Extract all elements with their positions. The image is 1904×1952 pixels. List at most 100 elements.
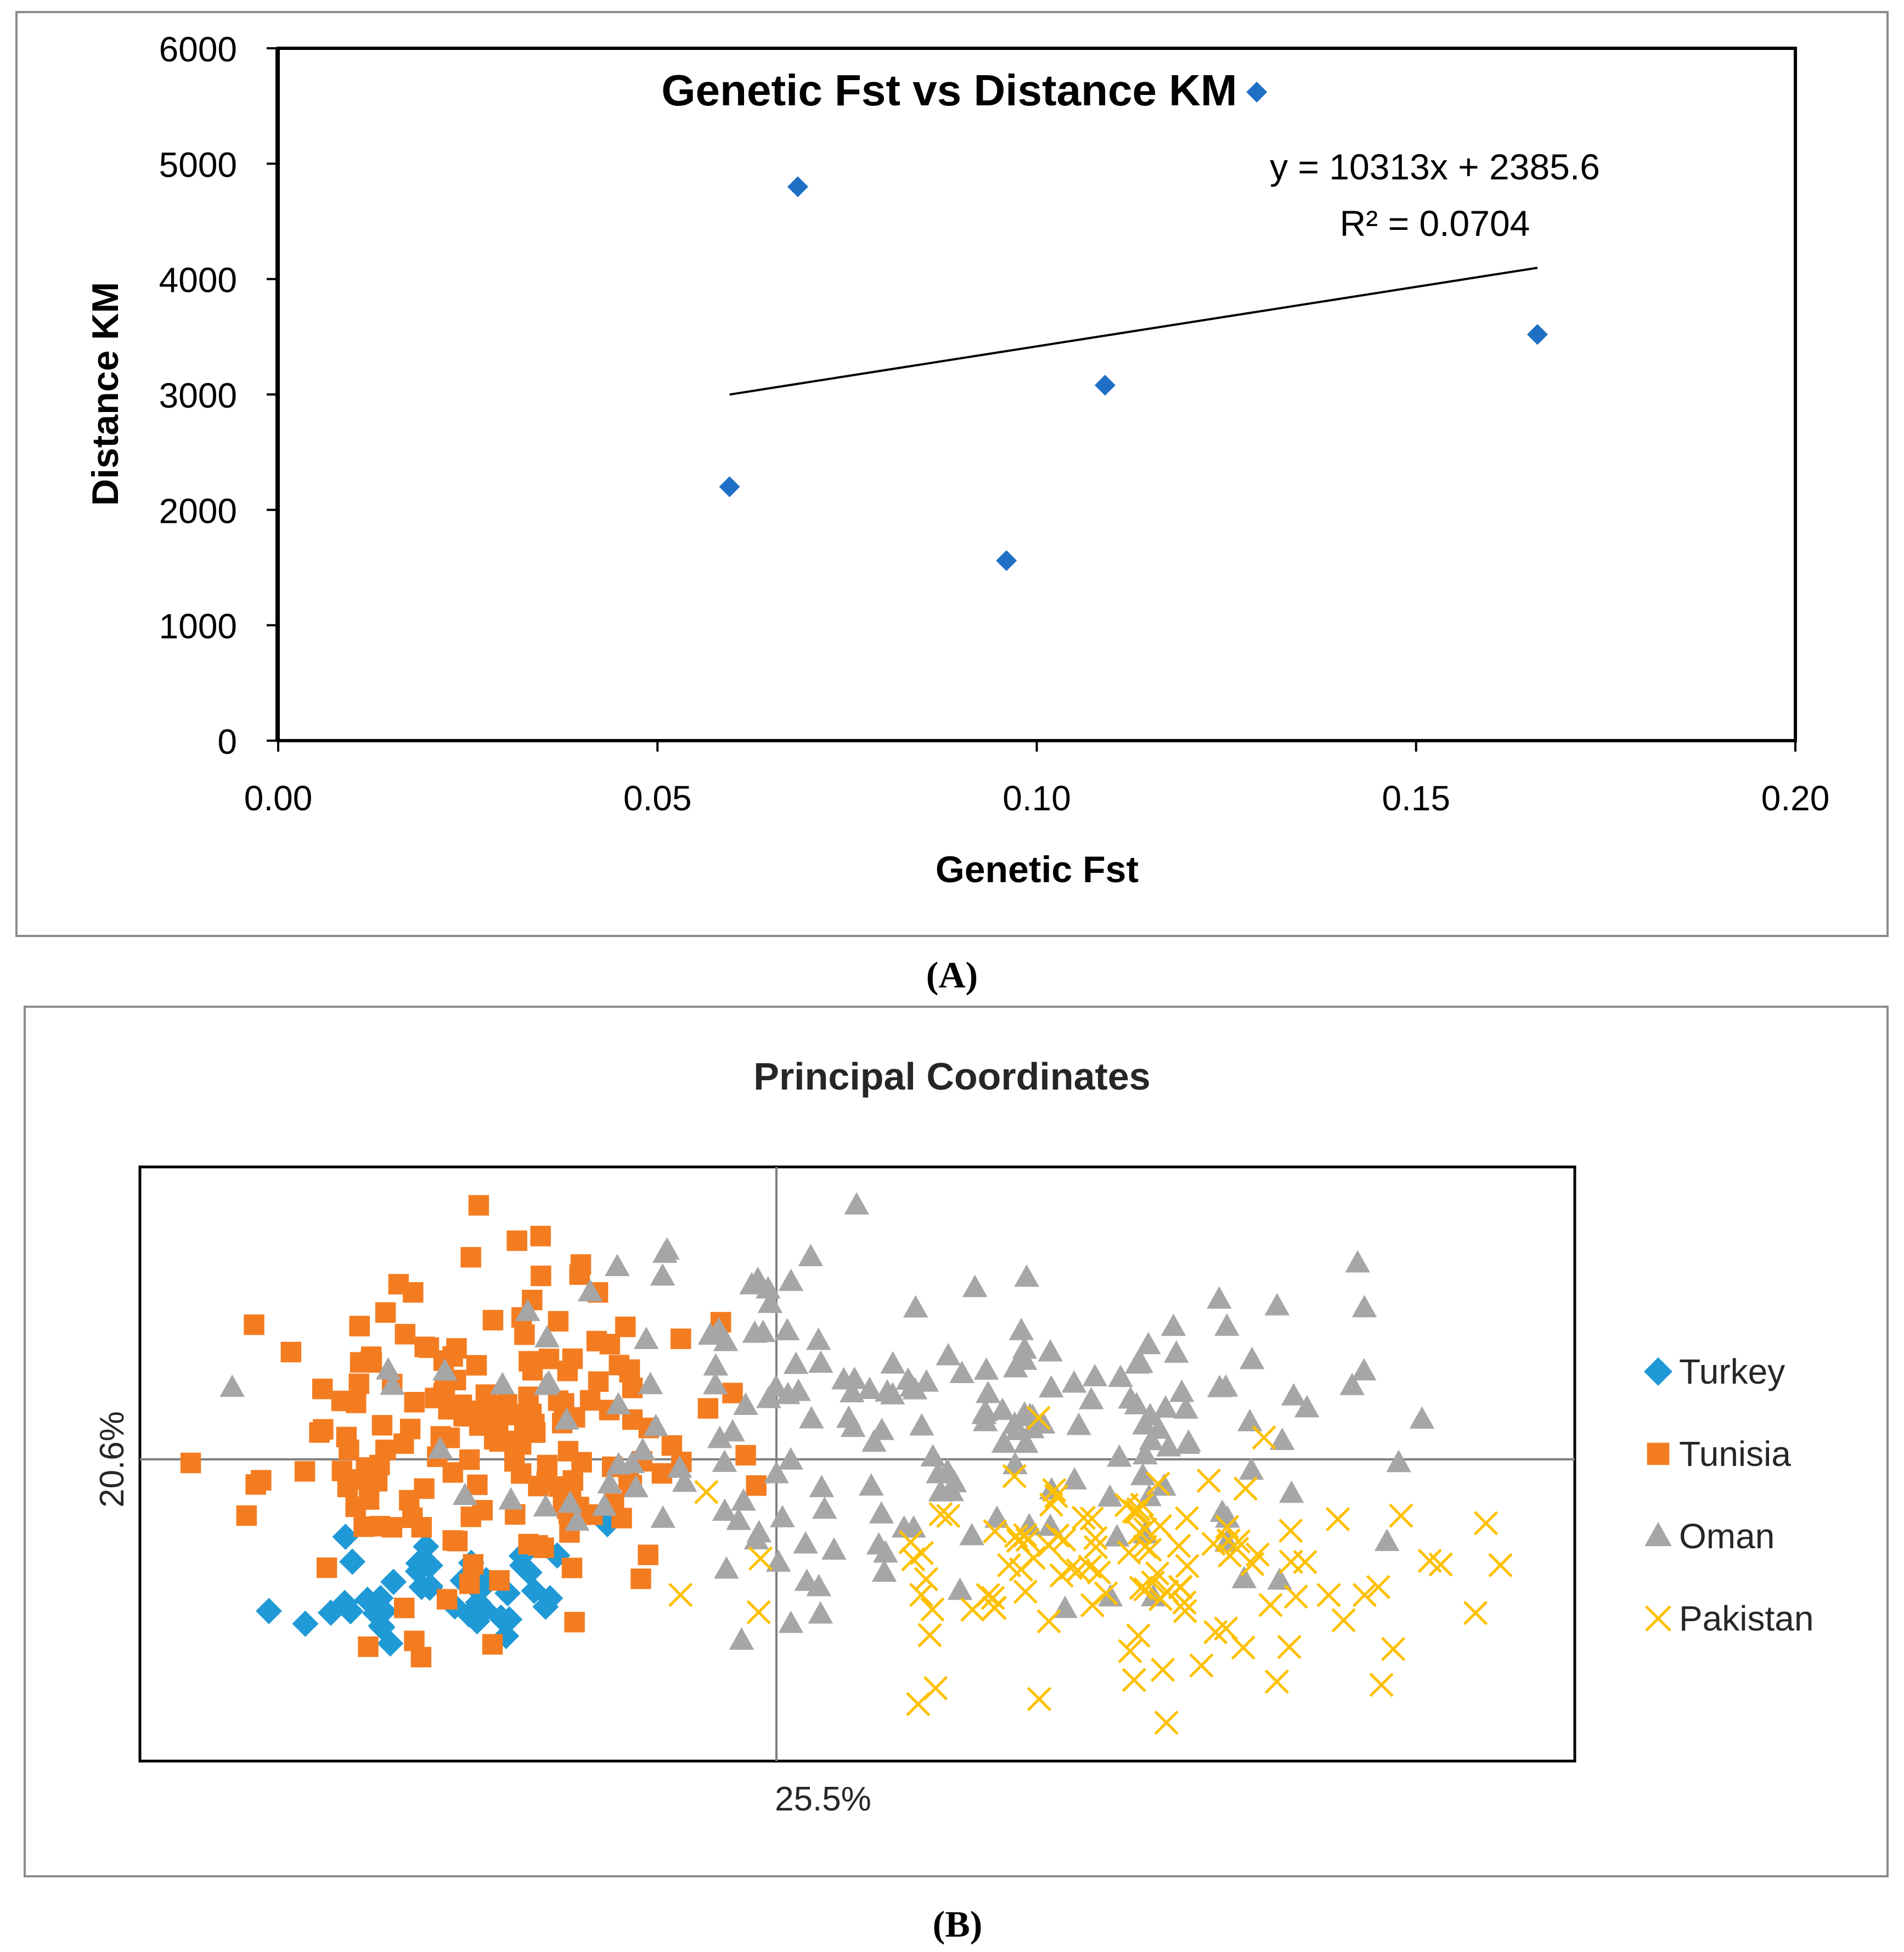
- data-point-pakistan: [1240, 1552, 1265, 1577]
- data-point-oman: [726, 1507, 751, 1530]
- data-point-pakistan: [1086, 1560, 1112, 1585]
- data-point-oman: [606, 1452, 632, 1475]
- panel-b: Principal Coordinates 25.5% 20.6% Turkey…: [24, 1006, 1889, 1877]
- data-point-pakistan-stroke-b: [1027, 1686, 1052, 1712]
- data-point-pakistan: [1002, 1464, 1027, 1488]
- data-point-pakistan-stroke-b: [1006, 1528, 1030, 1553]
- y-tick-label: 6000: [159, 30, 237, 69]
- data-point-pakistan-stroke-b: [1083, 1526, 1108, 1550]
- data-point-oman: [808, 1350, 833, 1373]
- y-tick-label: 0: [217, 722, 237, 761]
- data-point-pakistan-stroke-b: [923, 1675, 948, 1701]
- legend-marker-pakistan-stroke-b: [1645, 1605, 1671, 1632]
- data-point-oman: [764, 1460, 789, 1483]
- data-point-pakistan-stroke-b: [1326, 1507, 1350, 1532]
- data-point-oman: [743, 1527, 769, 1550]
- data-point-pakistan: [981, 1586, 1005, 1610]
- data-point-pakistan-stroke-b: [1196, 1468, 1221, 1493]
- data-point-oman: [939, 1479, 965, 1502]
- data-point-tunisia: [463, 1554, 484, 1575]
- data-point-pakistan-stroke-b: [996, 1553, 1022, 1578]
- data-point-oman: [1264, 1293, 1290, 1316]
- data-point-oman: [920, 1444, 946, 1466]
- data-point-tunisia: [460, 1247, 481, 1268]
- data-point-oman: [533, 1494, 559, 1517]
- data-point-oman: [1146, 1416, 1171, 1439]
- data-point-oman: [489, 1372, 515, 1395]
- data-point-oman: [534, 1325, 560, 1347]
- data-point: [1094, 375, 1116, 396]
- legend-marker-oman: [1644, 1522, 1672, 1547]
- data-point-tunisia: [527, 1535, 549, 1556]
- data-point-pakistan: [1167, 1533, 1191, 1558]
- data-point-tunisia: [393, 1598, 415, 1618]
- data-point-tunisia: [554, 1393, 574, 1414]
- data-point-pakistan: [1122, 1668, 1147, 1693]
- data-point-pakistan-stroke-b: [1002, 1464, 1027, 1488]
- data-point: [996, 550, 1017, 571]
- data-point-turkey: [532, 1593, 559, 1620]
- data-point-pakistan: [1151, 1657, 1175, 1682]
- data-point-oman: [375, 1357, 401, 1380]
- data-point-pakistan-stroke-b: [1240, 1552, 1265, 1577]
- y-tick-label: 3000: [159, 376, 237, 415]
- data-point-oman: [778, 1447, 803, 1470]
- data-point-pakistan-stroke-b: [1026, 1406, 1051, 1430]
- data-point-tunisia: [482, 1634, 503, 1655]
- data-point-pakistan: [920, 1597, 945, 1622]
- data-point-oman: [1345, 1250, 1371, 1273]
- data-point-tunisia: [346, 1392, 367, 1413]
- data-point-pakistan: [982, 1595, 1007, 1621]
- data-point-tunisia: [447, 1531, 468, 1552]
- data-point-pakistan: [1084, 1535, 1108, 1560]
- data-point-tunisia: [735, 1445, 756, 1466]
- data-point-pakistan: [1473, 1511, 1499, 1536]
- data-point-pakistan: [1172, 1590, 1197, 1615]
- data-point-tunisia: [475, 1384, 497, 1405]
- data-point-tunisia: [466, 1355, 487, 1376]
- data-point-turkey: [404, 1558, 431, 1585]
- y-tick-label: 5000: [159, 145, 237, 184]
- data-point-pakistan-stroke-b: [1389, 1503, 1413, 1528]
- panel-a-r-squared: R² = 0.0704: [1340, 203, 1530, 244]
- data-point-pakistan: [1122, 1499, 1146, 1524]
- data-point-pakistan: [936, 1503, 961, 1528]
- data-point-oman: [1409, 1406, 1435, 1429]
- data-point-pakistan-stroke-b: [1264, 1669, 1289, 1694]
- data-point-oman: [650, 1263, 675, 1286]
- data-point-oman: [1097, 1584, 1123, 1607]
- data-point-tunisia: [619, 1359, 640, 1380]
- data-point-oman: [605, 1254, 630, 1277]
- data-point-pakistan-stroke-b: [1331, 1608, 1356, 1633]
- panel-a-y-ticks: [267, 47, 278, 742]
- data-point-pakistan: [1126, 1623, 1151, 1648]
- data-point-pakistan-stroke-b: [1146, 1471, 1170, 1496]
- data-point-pakistan-stroke-b: [1127, 1520, 1152, 1545]
- data-point-tunisia: [180, 1452, 201, 1474]
- data-point-pakistan-stroke-b: [914, 1567, 939, 1592]
- data-point-oman: [1133, 1521, 1158, 1544]
- data-point-pakistan-stroke-b: [1488, 1553, 1513, 1578]
- data-point-pakistan-stroke-b: [1203, 1620, 1228, 1645]
- data-point-pakistan-stroke-b: [982, 1595, 1007, 1621]
- data-point-oman: [1002, 1355, 1028, 1378]
- data-point-tunisia: [571, 1452, 592, 1473]
- data-point-oman: [926, 1460, 951, 1483]
- legend-marker-tunisia: [1647, 1442, 1670, 1465]
- data-point-tunisia: [375, 1440, 396, 1460]
- data-point: [787, 176, 809, 198]
- data-point-oman: [770, 1505, 795, 1527]
- data-point-oman: [903, 1295, 928, 1318]
- data-point-pakistan: [1004, 1524, 1029, 1548]
- data-point-tunisia: [395, 1324, 416, 1345]
- data-point-oman: [1156, 1434, 1181, 1457]
- data-point-pakistan: [1079, 1506, 1105, 1531]
- data-point-oman: [1012, 1401, 1037, 1424]
- data-point-pakistan-stroke-b: [920, 1597, 945, 1622]
- data-point-tunisia: [331, 1460, 353, 1481]
- data-point-oman: [821, 1537, 847, 1560]
- data-point-oman: [1173, 1396, 1199, 1419]
- data-point-oman: [1374, 1528, 1400, 1552]
